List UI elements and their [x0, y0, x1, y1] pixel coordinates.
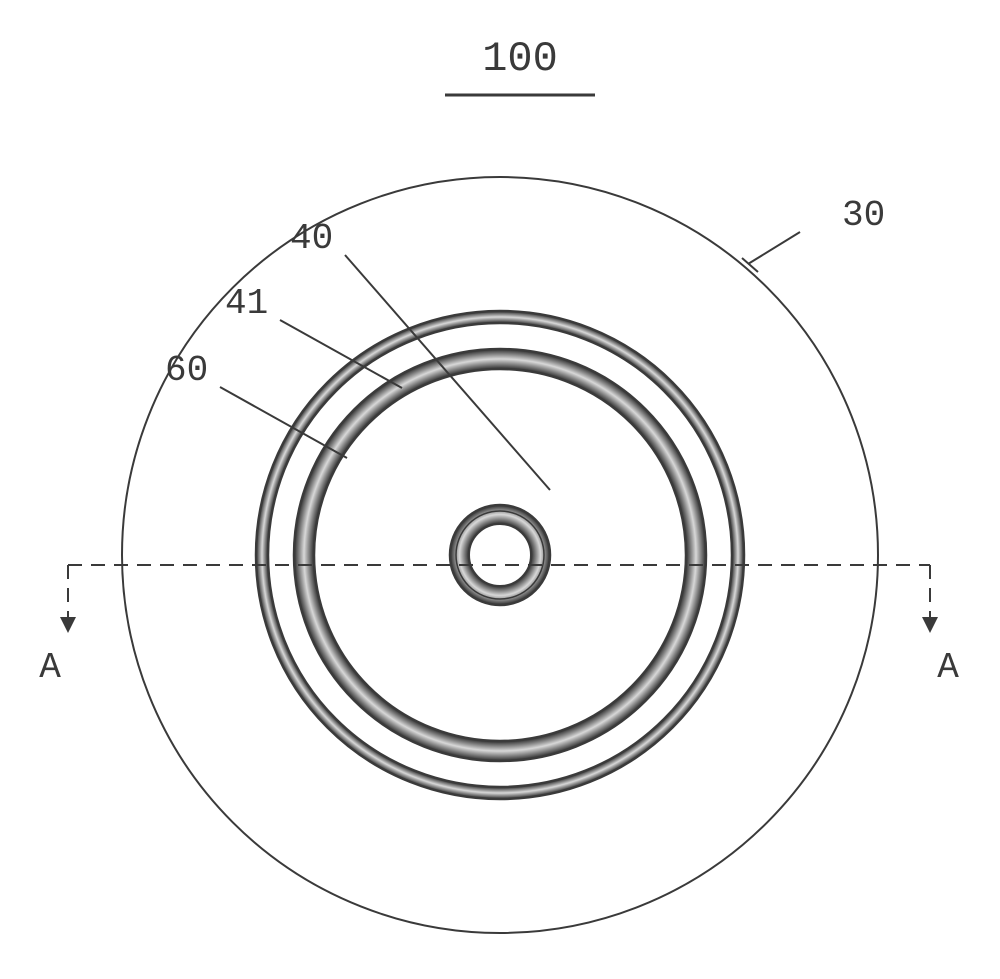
callout-label-40: 40 [290, 218, 333, 259]
leader-30 [748, 232, 800, 264]
callout-label-60: 60 [165, 350, 208, 391]
section-label-a-right: A [937, 647, 959, 688]
hub-bore [469, 524, 531, 586]
figure-title: 100 [482, 35, 558, 83]
callout-label-30: 30 [842, 195, 885, 236]
section-label-a-left: A [39, 647, 61, 688]
callout-label-41: 41 [225, 283, 268, 324]
